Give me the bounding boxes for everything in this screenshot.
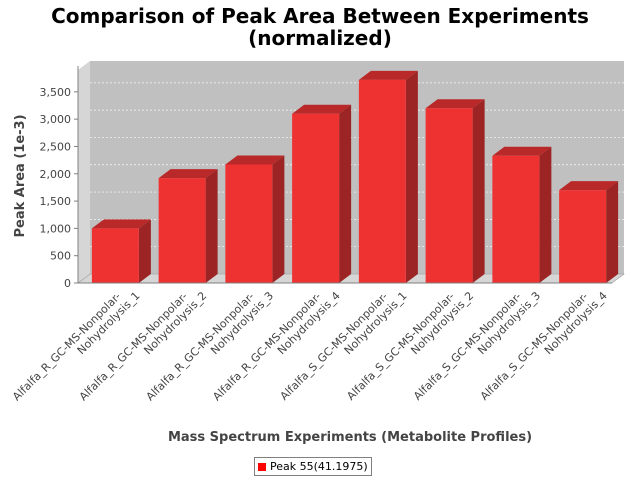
bar [559,181,619,283]
bar-front [225,164,273,283]
bar-side [272,155,285,283]
y-tick-label: 0 [64,277,71,290]
bar-front [492,155,540,283]
x-tick-label: Alfalfa_S_GC-MS-Nonpolar-Nohydrolysis_2 [344,280,476,412]
bar [225,155,285,283]
x-tick-label: Alfalfa_R_GC-MS-Nonpolar-Nohydrolysis_3 [144,280,276,412]
bar-top [358,70,418,80]
bar-side [138,219,151,283]
x-tick-label: Alfalfa_R_GC-MS-Nonpolar-Nohydrolysis_2 [77,280,209,412]
legend-swatch [258,462,266,471]
bar-side [606,181,619,283]
chart-title: Comparison of Peak Area Between Experime… [51,4,589,28]
x-tick-label: Alfalfa_R_GC-MS-Nonpolar-Nohydrolysis_1 [10,280,142,412]
bar-top [292,104,352,114]
y-axis-title: Peak Area (1e-3) [13,114,28,237]
y-tick-label: 500 [50,250,71,263]
plot-left-wall [78,61,90,283]
bar-side [539,146,552,283]
bar-front [158,178,206,283]
x-tick-label: Alfalfa_S_GC-MS-Nonpolar-Nohydrolysis_1 [278,280,410,412]
bar-top [225,155,285,165]
bars [91,70,619,283]
bar [425,99,485,283]
x-tick-label: Alfalfa_S_GC-MS-Nonpolar-Nohydrolysis_4 [478,280,610,412]
bar-front [559,190,607,283]
bar-top [425,99,485,109]
bar [492,146,552,283]
bar [91,219,151,283]
bar-side [405,70,418,283]
bar-top [158,169,218,179]
x-axis-title: Mass Spectrum Experiments (Metabolite Pr… [167,430,533,445]
y-tick-label: 3,500 [40,86,72,99]
y-tick-label: 2,000 [40,168,72,181]
bar-front [91,228,139,283]
x-tick-label-line: Alfalfa_R_GC-MS-Nonpolar- [10,290,123,403]
legend: Peak 55(41.1975) [254,457,372,476]
x-tick-labels: Alfalfa_R_GC-MS-Nonpolar-Nohydrolysis_1A… [10,280,610,412]
bar [358,70,418,283]
bar-top [91,219,151,229]
x-tick-label: Alfalfa_R_GC-MS-Nonpolar-Nohydrolysis_4 [210,280,342,412]
chart-subtitle: (normalized) [248,26,392,50]
y-tick-label: 2,500 [40,140,72,153]
bar-top [559,181,619,191]
y-tick-label: 1,500 [40,195,72,208]
bar-side [472,99,485,283]
bar-front [292,113,340,283]
bar-front [425,108,473,283]
y-tick-label: 1,000 [40,222,72,235]
legend-label: Peak 55(41.1975) [270,460,368,473]
bar-top [492,146,552,156]
y-tick-labels: 0 500 1,000 1,500 2,000 2,500 3,000 3,500 [40,86,72,290]
y-tick-label: 3,000 [40,113,72,126]
bar [292,104,352,283]
axes [74,66,612,284]
bar-side [339,104,352,283]
x-tick-label: Alfalfa_S_GC-MS-Nonpolar-Nohydrolysis_3 [411,280,543,412]
bar-front [358,79,406,283]
bar-side [205,169,218,283]
bar [158,169,218,283]
